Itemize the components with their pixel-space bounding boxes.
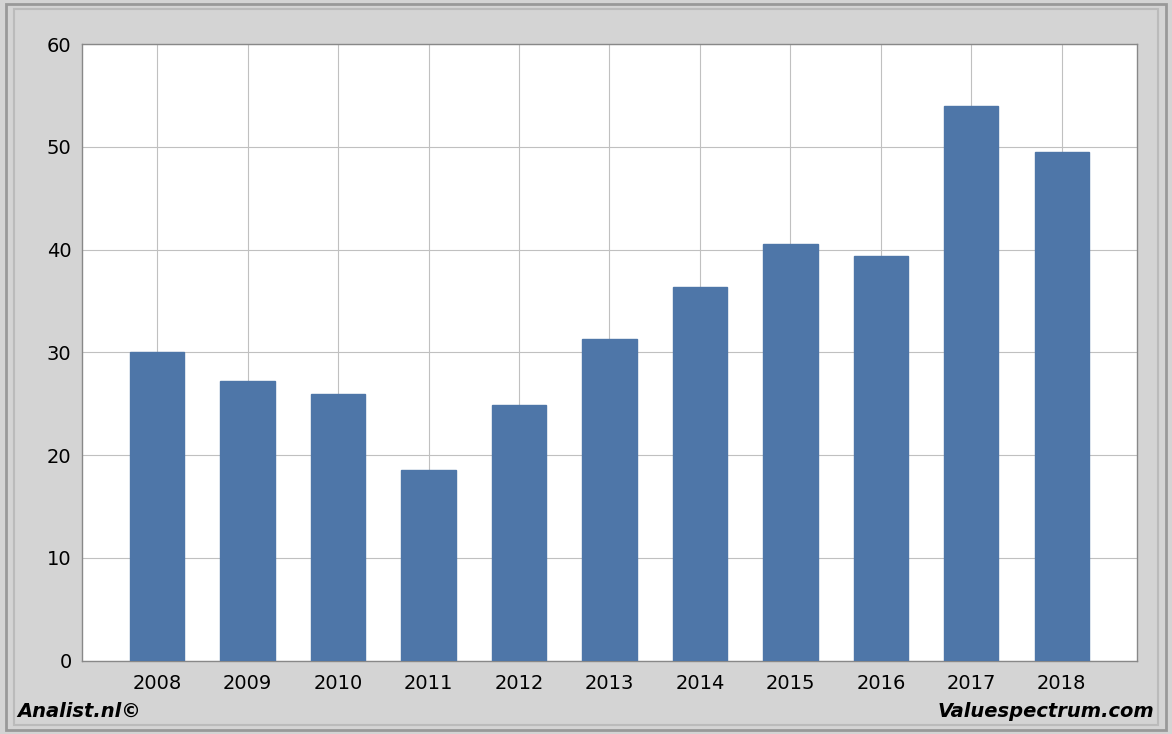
Bar [130,352,184,661]
Bar [582,339,636,661]
Bar [945,106,999,661]
Bar [492,404,546,661]
Bar [220,381,274,661]
Bar [853,255,908,661]
Bar [1035,152,1089,661]
Bar [673,286,727,661]
Text: Valuespectrum.com: Valuespectrum.com [938,702,1154,721]
Bar [763,244,818,661]
Bar [311,394,366,661]
Text: Analist.nl©: Analist.nl© [18,702,142,721]
Bar [401,470,456,661]
